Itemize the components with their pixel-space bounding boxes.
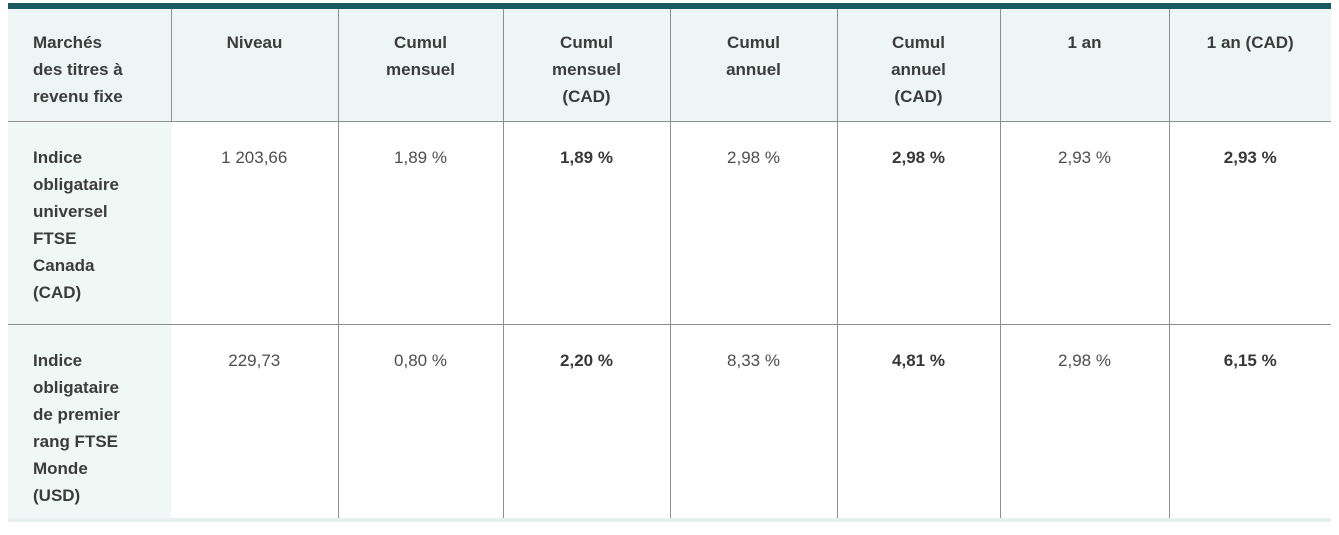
table-row-ftse-monde: Indice obligataire de premier rang FTSE … [8, 324, 1331, 522]
table-row-ftse-canada: Indice obligataire universel FTSE Canada… [8, 121, 1331, 325]
cell-1-an: 2,93 % [999, 121, 1169, 325]
cell-niveau: 1 203,66 [171, 121, 338, 325]
cell-cumul-mensuel: 0,80 % [337, 324, 503, 522]
cell-cumul-annuel-cad: 4,81 % [836, 324, 1000, 522]
header-cell-cumul-mensuel-cad: Cumul mensuel (CAD) [502, 6, 670, 122]
header-cell-1-an-cad: 1 an (CAD) [1168, 6, 1331, 122]
header-cell-cumul-annuel-cad: Cumul annuel (CAD) [836, 6, 1000, 122]
cell-1-an-cad: 6,15 % [1168, 324, 1331, 522]
fixed-income-table: Marchés des titres à revenu fixe Niveau … [8, 3, 1331, 522]
row-label-ftse-canada: Indice obligataire universel FTSE Canada… [8, 121, 171, 325]
cell-1-an: 2,98 % [999, 324, 1169, 522]
header-row: Marchés des titres à revenu fixe Niveau … [8, 6, 1331, 122]
cell-niveau: 229,73 [171, 324, 338, 522]
cell-cumul-annuel: 8,33 % [669, 324, 837, 522]
cell-cumul-mensuel-cad: 1,89 % [502, 121, 670, 325]
header-cell-marches-titres-revenu-fixe: Marchés des titres à revenu fixe [8, 6, 171, 122]
cell-cumul-mensuel-cad: 2,20 % [502, 324, 670, 522]
header-cell-1-an: 1 an [999, 6, 1169, 122]
header-cell-cumul-annuel: Cumul annuel [669, 6, 837, 122]
cell-cumul-annuel: 2,98 % [669, 121, 837, 325]
cell-1-an-cad: 2,93 % [1168, 121, 1331, 325]
row-label-ftse-monde: Indice obligataire de premier rang FTSE … [8, 324, 171, 522]
cell-cumul-annuel-cad: 2,98 % [836, 121, 1000, 325]
header-cell-niveau: Niveau [170, 6, 338, 122]
header-cell-cumul-mensuel: Cumul mensuel [337, 6, 503, 122]
cell-cumul-mensuel: 1,89 % [337, 121, 503, 325]
